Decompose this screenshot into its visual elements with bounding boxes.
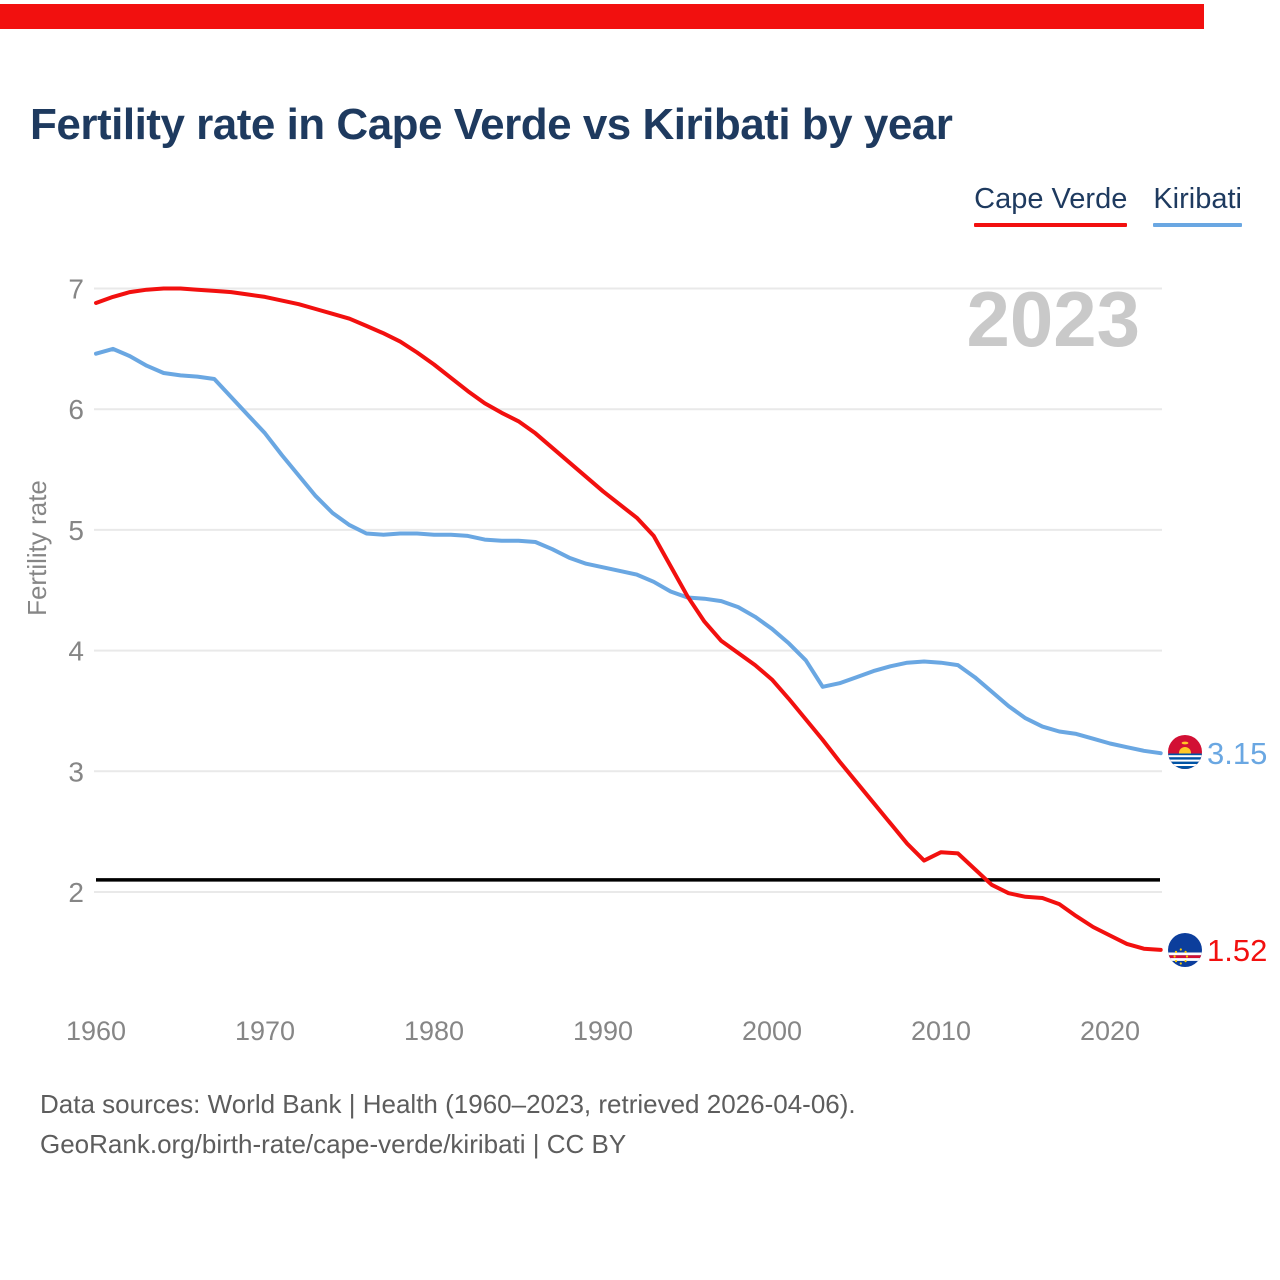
page-title: Fertility rate in Cape Verde vs Kiribati… xyxy=(30,100,953,149)
x-tick-label-1970: 1970 xyxy=(235,1016,295,1046)
y-tick-label-7: 7 xyxy=(68,274,84,305)
legend-item-cape-verde[interactable]: Cape Verde xyxy=(974,183,1128,227)
legend: Cape Verde Kiribati xyxy=(974,183,1242,227)
footer: Data sources: World Bank | Health (1960–… xyxy=(40,1084,856,1164)
x-tick-label-1960: 1960 xyxy=(66,1016,126,1046)
legend-label-kiribati: Kiribati xyxy=(1153,183,1242,215)
y-tick-label-4: 4 xyxy=(68,636,84,667)
kiribati-flag-icon xyxy=(1168,735,1202,769)
watermark-year: 2023 xyxy=(966,275,1140,363)
y-tick-label-5: 5 xyxy=(68,515,84,546)
y-axis-title: Fertility rate xyxy=(22,480,52,616)
legend-underline-cape-verde xyxy=(974,223,1128,227)
axes-layer: 2 3 4 5 6 7 1960 1970 1980 1990 2000 2010 2020 Fertil… xyxy=(22,274,1160,1046)
series-layer xyxy=(94,286,1163,952)
x-tick-label-2020: 2020 xyxy=(1080,1016,1140,1046)
cape-verde-flag-icon xyxy=(1168,933,1202,967)
end-value-label-cape-verde: 1.52 xyxy=(1207,933,1267,968)
x-tick-label-1990: 1990 xyxy=(573,1016,633,1046)
x-tick-label-1980: 1980 xyxy=(404,1016,464,1046)
progress-bar xyxy=(0,4,1204,29)
end-labels-layer: 3.15 1.52 xyxy=(1207,736,1267,968)
y-tick-label-3: 3 xyxy=(68,756,84,787)
x-tick-label-2010: 2010 xyxy=(911,1016,971,1046)
watermark-layer: 2023 xyxy=(966,275,1140,363)
x-tick-label-2000: 2000 xyxy=(742,1016,802,1046)
y-tick-label-2: 2 xyxy=(68,877,84,908)
legend-underline-kiribati xyxy=(1153,223,1242,227)
legend-item-kiribati[interactable]: Kiribati xyxy=(1153,183,1242,227)
gridlines xyxy=(94,287,1162,893)
cape-verde-line xyxy=(94,286,1163,952)
footer-sources: Data sources: World Bank | Health (1960–… xyxy=(40,1089,856,1119)
footer-attribution: GeoRank.org/birth-rate/cape-verde/kiriba… xyxy=(40,1129,627,1159)
kiribati-line xyxy=(94,346,1163,756)
legend-label-cape-verde: Cape Verde xyxy=(974,183,1128,215)
end-value-label-kiribati: 3.15 xyxy=(1207,736,1267,771)
y-tick-label-6: 6 xyxy=(68,394,84,425)
